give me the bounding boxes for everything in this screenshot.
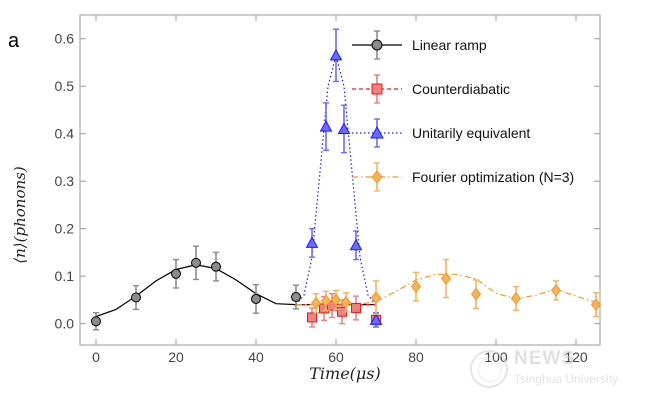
- watermark-title: NEWS: [514, 348, 575, 369]
- data-point: [319, 120, 333, 132]
- panel-label: a: [8, 30, 20, 52]
- x-tick-label: 0: [92, 349, 100, 365]
- x-tick-label: 40: [248, 349, 264, 365]
- data-point: [370, 291, 382, 304]
- data-point: [310, 296, 322, 310]
- x-tick-label: 20: [168, 349, 184, 365]
- data-point: [307, 312, 317, 323]
- data-point: [211, 261, 221, 272]
- x-tick-label: 80: [408, 349, 424, 365]
- data-point: [337, 122, 351, 134]
- y-tick-label: 0.6: [55, 31, 75, 47]
- university-seal-icon: [470, 350, 508, 388]
- y-tick-label: 0.2: [55, 221, 75, 237]
- data-point: [340, 295, 352, 309]
- data-point: [131, 292, 141, 303]
- data-point: [329, 48, 343, 61]
- y-tick-label: 0.0: [55, 316, 75, 332]
- data-point: [320, 294, 332, 308]
- y-tick-label: 0.5: [55, 78, 75, 94]
- legend-label: Unitarily equivalent: [412, 125, 530, 141]
- x-tick-label: 60: [328, 349, 344, 365]
- watermark: NEWS Tsinghua University: [470, 348, 640, 392]
- data-point: [291, 292, 301, 303]
- legend-label: Counterdiabatic: [412, 81, 510, 97]
- data-point: [251, 293, 261, 304]
- data-point: [410, 280, 422, 293]
- legend-label: Fourier optimization (N=3): [412, 169, 574, 185]
- legend-label: Linear ramp: [412, 37, 487, 53]
- x-tick-label: 120: [564, 349, 588, 365]
- y-tick-label: 0.3: [55, 173, 75, 189]
- y-tick-label: 0.1: [55, 268, 75, 284]
- data-point: [330, 293, 342, 307]
- data-point: [470, 287, 482, 301]
- legend-marker: [370, 125, 384, 139]
- data-point: [171, 268, 181, 279]
- data-point: [349, 238, 363, 251]
- watermark-subtitle: Tsinghua University: [514, 372, 619, 386]
- data-point: [91, 316, 101, 327]
- data-point: [590, 298, 602, 311]
- data-point: [550, 284, 562, 297]
- data-point: [351, 302, 361, 313]
- data-point: [510, 292, 522, 305]
- legend-marker: [371, 83, 383, 95]
- y-tick-label: 0.4: [55, 126, 75, 142]
- legend-marker: [371, 39, 383, 51]
- data-point: [369, 313, 383, 325]
- legend-marker: [371, 170, 383, 184]
- plot-frame: [79, 14, 601, 346]
- x-axis-label: Time(μs): [309, 364, 381, 383]
- data-point: [305, 236, 319, 248]
- data-point: [440, 272, 452, 285]
- fit-curve: [295, 53, 377, 305]
- data-point: [191, 257, 201, 268]
